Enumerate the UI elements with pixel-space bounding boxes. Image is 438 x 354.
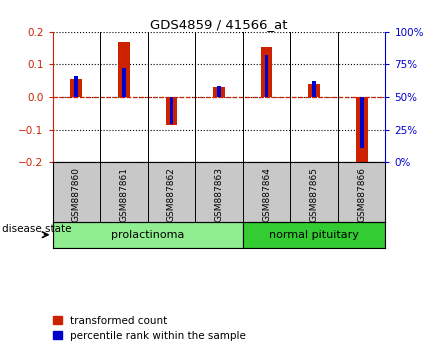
Bar (308, 84, 320, 97)
Legend: transformed count, percentile rank within the sample: transformed count, percentile rank withi… (49, 312, 250, 345)
Bar (360, 97, 364, 148)
Bar (265, 55, 268, 97)
Title: GDS4859 / 41566_at: GDS4859 / 41566_at (150, 18, 288, 31)
Bar (261, 46, 272, 97)
Text: normal pituitary: normal pituitary (269, 230, 359, 240)
Bar (122, 68, 126, 97)
Text: GSM887861: GSM887861 (120, 167, 128, 222)
Text: GSM887860: GSM887860 (72, 167, 81, 222)
Text: GSM887864: GSM887864 (262, 167, 271, 222)
Text: GSM887862: GSM887862 (167, 167, 176, 222)
Text: prolactinoma: prolactinoma (111, 230, 184, 240)
Bar (217, 86, 221, 97)
Bar (170, 97, 173, 124)
Text: disease state: disease state (2, 224, 72, 234)
Text: GSM887865: GSM887865 (310, 167, 318, 222)
Bar (213, 87, 225, 97)
Bar (53, 222, 243, 248)
Text: GSM887866: GSM887866 (357, 167, 366, 222)
Bar (74, 76, 78, 97)
Bar (166, 97, 177, 125)
Bar (356, 97, 367, 164)
Bar (243, 222, 385, 248)
Bar (118, 42, 130, 97)
Text: GSM887863: GSM887863 (215, 167, 223, 222)
Bar (71, 79, 82, 97)
Bar (312, 81, 316, 97)
